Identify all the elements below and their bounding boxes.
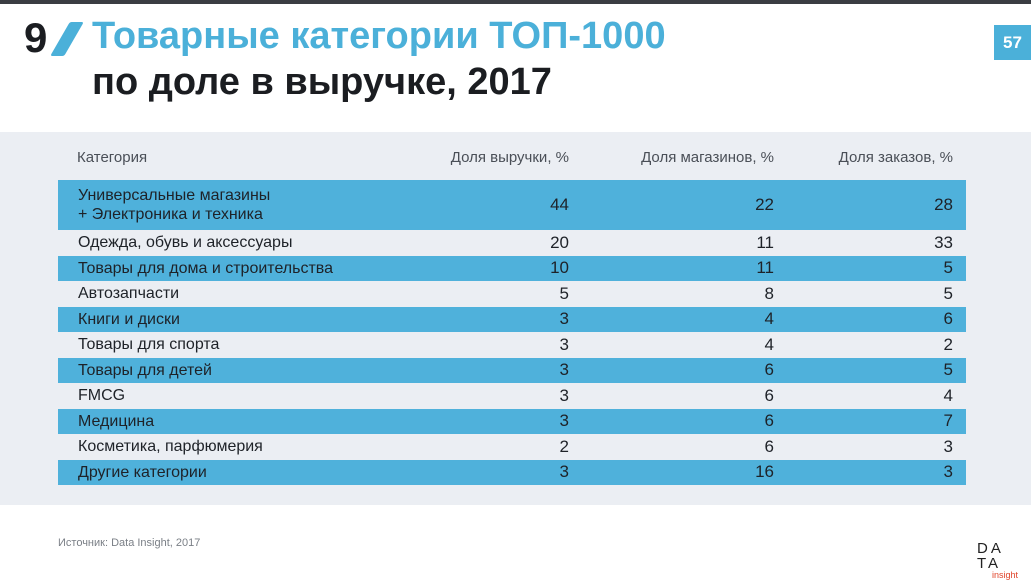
orders-share-cell: 7 (943, 411, 953, 431)
shops-share-cell: 11 (756, 232, 774, 252)
category-label: Книги и диски (78, 310, 180, 328)
category-label: Товары для спорта (78, 336, 220, 354)
table-row: FMCG 3 6 4 (58, 383, 966, 409)
logo-text-line2: TA (977, 555, 1002, 572)
table-row: Книги и диски 3 4 6 (58, 306, 966, 333)
logo-text-line3: insight (992, 570, 1019, 580)
shops-share-cell: 11 (756, 258, 774, 278)
category-cell: Другие категории (78, 460, 207, 486)
column-header-orders: Доля заказов, % (838, 149, 953, 166)
orders-share-cell: 6 (943, 309, 953, 329)
shops-share-cell: 6 (764, 436, 774, 456)
category-cell: Одежда, обувь и аксессуары (78, 230, 292, 256)
category-label: + Электроника и техника (78, 206, 263, 223)
revenue-share-cell: 3 (559, 385, 569, 405)
category-label: Одежда, обувь и аксессуары (78, 234, 293, 252)
column-header-revenue: Доля выручки, % (450, 149, 569, 166)
data-insight-logo: DA TA insight (977, 540, 1027, 582)
revenue-share-cell: 20 (550, 232, 569, 252)
page-number-badge: 57 (994, 25, 1031, 60)
shops-share-cell: 16 (755, 462, 774, 482)
page-title: Товарные категории ТОП-1000 (92, 15, 666, 57)
shops-share-cell: 6 (764, 385, 774, 405)
revenue-share-cell: 3 (559, 334, 569, 354)
orders-share-cell: 2 (943, 334, 953, 354)
category-label: Косметика, парфюмерия (78, 438, 263, 456)
category-label: Другие категории (78, 463, 207, 481)
revenue-share-cell: 5 (559, 283, 569, 303)
category-cell: Косметика, парфюмерия (78, 434, 263, 460)
table-row: Косметика, парфюмерия 2 6 3 (58, 434, 966, 460)
orders-share-cell: 33 (934, 232, 953, 252)
revenue-share-cell: 3 (559, 411, 569, 431)
shops-share-cell: 4 (764, 334, 774, 354)
orders-share-cell: 3 (943, 436, 953, 456)
category-cell: Товары для детей (78, 358, 212, 384)
orders-share-cell: 5 (943, 283, 953, 303)
shops-share-cell: 6 (764, 360, 774, 380)
category-label: FMCG (78, 387, 126, 405)
orders-share-cell: 5 (943, 360, 953, 380)
category-cell: Медицина (78, 409, 154, 435)
table-row: Универсальные магазины + Электроника и те… (58, 180, 966, 230)
shops-share-cell: 8 (764, 283, 774, 303)
table-row: Автозапчасти 5 8 5 (58, 281, 966, 307)
orders-share-cell: 28 (934, 195, 953, 214)
revenue-share-cell: 44 (550, 195, 569, 214)
revenue-share-cell: 10 (550, 258, 569, 278)
orders-share-cell: 4 (943, 385, 953, 405)
category-label: Автозапчасти (78, 285, 180, 303)
table-row: Товары для спорта 3 4 2 (58, 332, 966, 358)
category-cell: Универсальные магазины + Электроника и те… (78, 180, 270, 230)
revenue-share-cell: 3 (559, 360, 569, 380)
table-row: Товары для дома и строительства 10 11 5 (58, 255, 966, 282)
data-table: Универсальные магазины + Электроника и те… (58, 180, 966, 485)
table-row: Медицина 3 6 7 (58, 408, 966, 435)
column-header-shops: Доля магазинов, % (641, 149, 774, 166)
category-label: Товары для дома и строительства (78, 259, 334, 277)
logo-text-line1: DA (977, 540, 1004, 557)
table-row: Другие категории 3 16 3 (58, 459, 966, 486)
shops-share-cell: 6 (764, 411, 774, 431)
table-row: Товары для детей 3 6 5 (58, 357, 966, 384)
shops-share-cell: 4 (764, 309, 774, 329)
category-cell: Автозапчасти (78, 281, 179, 307)
source-note: Источник: Data Insight, 2017 (58, 537, 201, 549)
table-row: Одежда, обувь и аксессуары 20 11 33 (58, 230, 966, 256)
shops-share-cell: 22 (755, 195, 774, 214)
slash-decoration-icon (50, 22, 84, 56)
category-label: Универсальные магазины (78, 187, 271, 204)
orders-share-cell: 5 (943, 258, 953, 278)
orders-share-cell: 3 (943, 462, 953, 482)
page-subtitle: по доле в выручке, 2017 (92, 61, 552, 103)
category-cell: Товары для спорта (78, 332, 219, 358)
category-cell: Товары для дома и строительства (78, 256, 333, 282)
section-number: 9 (24, 14, 47, 61)
category-cell: Книги и диски (78, 307, 180, 333)
revenue-share-cell: 2 (559, 436, 569, 456)
revenue-share-cell: 3 (559, 462, 569, 482)
category-label: Медицина (78, 412, 155, 430)
top-border (0, 0, 1031, 4)
column-header-category: Категория (77, 149, 148, 166)
revenue-share-cell: 3 (559, 309, 569, 329)
category-cell: FMCG (78, 383, 125, 409)
category-label: Товары для детей (78, 361, 212, 379)
